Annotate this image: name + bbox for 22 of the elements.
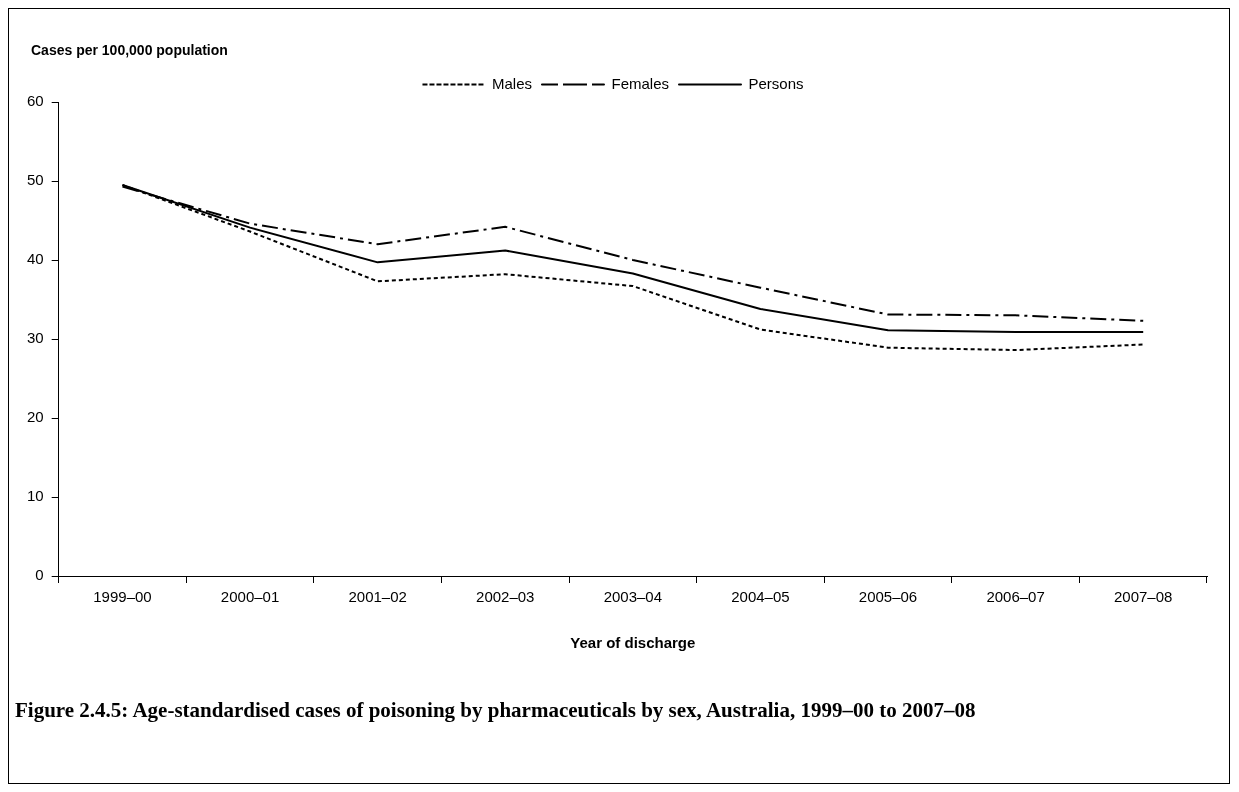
x-axis-title: Year of discharge [570,634,696,652]
y-tick-label: 10 [27,487,44,505]
x-tick-label: 2001–02 [348,588,407,606]
x-tick-label: 2003–04 [603,588,663,606]
x-tick-label: 2004–05 [731,588,790,606]
legend-label: Persons [748,74,804,92]
legend-label: Females [611,74,670,92]
y-tick-label: 60 [27,92,44,110]
y-tick-label: 0 [35,566,44,584]
x-tick-label: 2005–06 [858,588,918,606]
y-tick-label: 40 [27,250,44,268]
x-tick-label: 2000–01 [220,588,280,606]
text: Figure 2.4.5: Age-standardised cases of poisoning by pharmaceuticals by sex, Australia, 1999–00 to 2007–08 [15,697,977,723]
y-tick-label: 50 [27,171,44,189]
x-tick-label: 2007–08 [1114,588,1173,606]
x-tick-label: 2002–03 [476,588,535,606]
y-tick-label: 20 [27,408,44,426]
y-tick-label: 30 [27,329,44,347]
x-tick-label: 1999–00 [93,588,152,606]
y-axis-title: Cases per 100,000 population [31,42,228,58]
x-tick-label: 2006–07 [986,588,1045,606]
legend-label: Males [491,74,532,92]
